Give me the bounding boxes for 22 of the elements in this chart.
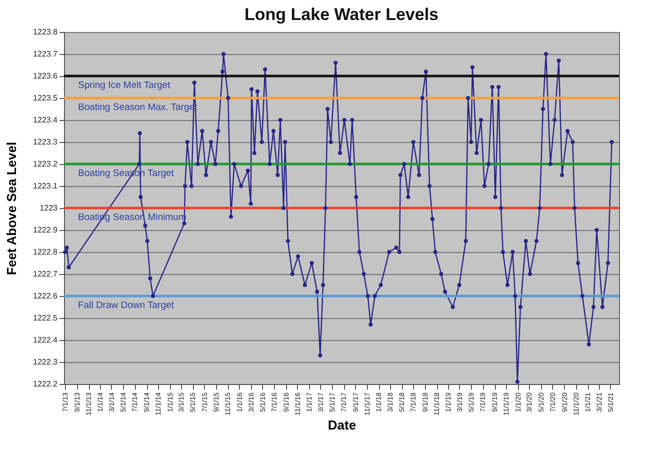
y-tick-label: 1222.3: [33, 358, 58, 366]
y-tick-label: 1222.5: [33, 314, 58, 322]
y-tick-label: 1222.8: [33, 248, 58, 256]
y-tick-label: 1222.9: [33, 226, 58, 234]
y-tick-label: 1223.7: [33, 50, 58, 58]
chart-title: Long Lake Water Levels: [244, 5, 438, 24]
y-tick-label: 1223.6: [33, 72, 58, 80]
y-tick-label: 1222.7: [33, 270, 58, 278]
ref-line-label: Fall Draw Down Target: [78, 300, 174, 311]
y-tick-label: 1222.2: [33, 380, 58, 388]
y-tick-label: 1223.1: [33, 182, 58, 190]
y-tick-label: 1223.3: [33, 138, 58, 146]
ref-line-label: Spring Ice Melt Target: [78, 80, 171, 91]
x-axis-title: Date: [328, 417, 356, 432]
y-tick-label: 1223.8: [33, 28, 58, 36]
y-tick-label: 1223: [40, 204, 58, 212]
y-tick-label: 1223.4: [33, 116, 58, 124]
y-tick-label: 1223.5: [33, 94, 58, 102]
y-tick-label: 1222.6: [33, 292, 58, 300]
y-axis-title: Feet Above Sea Level: [4, 142, 20, 276]
y-tick-label: 1223.2: [33, 160, 58, 168]
y-tick-label: 1222.4: [33, 336, 58, 344]
